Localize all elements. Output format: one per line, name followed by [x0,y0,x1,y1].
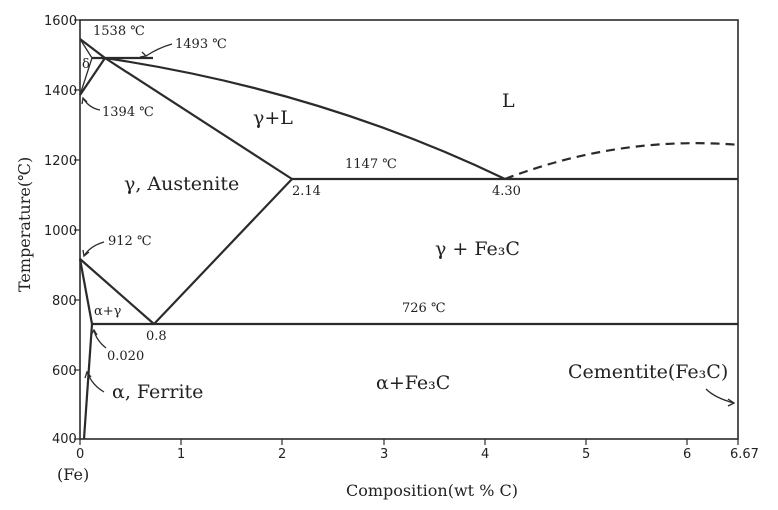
x-origin-note: (Fe) [57,465,89,484]
x-tick-label: 6 [683,447,691,462]
x-tick-label: 4 [481,447,489,462]
region-ferrite: α, Ferrite [112,381,203,403]
temp-label-1493: 1493 ℃ [175,37,227,52]
y-axis-ticks [74,19,80,440]
region-gamma-cementite: γ + Fe₃C [435,238,520,260]
x-axis-tick-labels: 0 1 2 3 4 5 6 6.67 [76,447,759,462]
delta-boundary [79,38,93,96]
solvus-line [82,323,94,440]
y-axis-label: Temperature(℃) [15,157,34,292]
region-delta: δ [82,57,90,72]
region-cementite: Cementite(Fe₃C) [568,361,728,383]
comp-label-214: 2.14 [292,184,321,199]
comp-label-08: 0.8 [146,329,167,344]
y-tick-label: 400 [52,432,77,447]
x-tick-label: 2 [278,447,286,462]
region-alpha-gamma: α+γ [94,304,122,319]
arrow-ferrite-head [84,370,92,379]
arrow-cementite [705,388,735,404]
comp-label-0020: 0.020 [107,349,144,364]
y-tick-label: 800 [52,294,77,309]
phase-boundaries [78,38,741,440]
region-austenite: γ, Austenite [124,173,239,195]
solidus-line [104,57,293,180]
y-tick-label: 1200 [44,154,77,169]
liquidus-cementite-dashed [504,142,741,181]
alpha-gamma-boundary [78,258,94,325]
delta-gamma-boundary [79,57,106,96]
y-tick-label: 1600 [44,14,77,29]
arrow-912-head [82,249,90,258]
x-tick-label: 3 [380,447,388,462]
arrow-1493 [145,43,173,57]
region-gamma-liquid: γ+L [253,107,293,129]
arrow-1394-head [81,96,88,105]
y-tick-label: 1400 [44,84,77,99]
temp-label-1147: 1147 ℃ [345,157,397,172]
x-tick-label: 0 [76,447,84,462]
arrow-1493-head [139,51,148,58]
y-axis-tick-labels: 1600 1400 1200 1000 800 600 400 [44,14,77,447]
x-tick-label: 1 [177,447,185,462]
region-liquid: L [502,90,515,112]
temp-label-912: 912 ℃ [108,234,152,249]
comp-label-430: 4.30 [492,184,521,199]
temp-label-726: 726 ℃ [402,301,446,316]
x-axis-label: Composition(wt % C) [346,481,518,500]
x-tick-label: 6.67 [730,447,759,462]
y-tick-label: 1000 [44,224,77,239]
y-tick-label: 600 [52,364,77,379]
liquidus-delta-line [79,38,106,59]
region-alpha-cementite: α+Fe₃C [376,372,450,394]
liquidus-line [104,56,506,180]
x-axis-ticks [79,439,739,445]
x-tick-label: 5 [582,447,590,462]
annotation-arrows [81,43,736,407]
arrow-0020-head [90,328,98,336]
temp-label-1394: 1394 ℃ [102,105,154,120]
acm-line [153,178,293,325]
temp-label-1538: 1538 ℃ [93,24,145,39]
a3-line [79,258,155,325]
arrow-cementite-head [727,398,736,407]
